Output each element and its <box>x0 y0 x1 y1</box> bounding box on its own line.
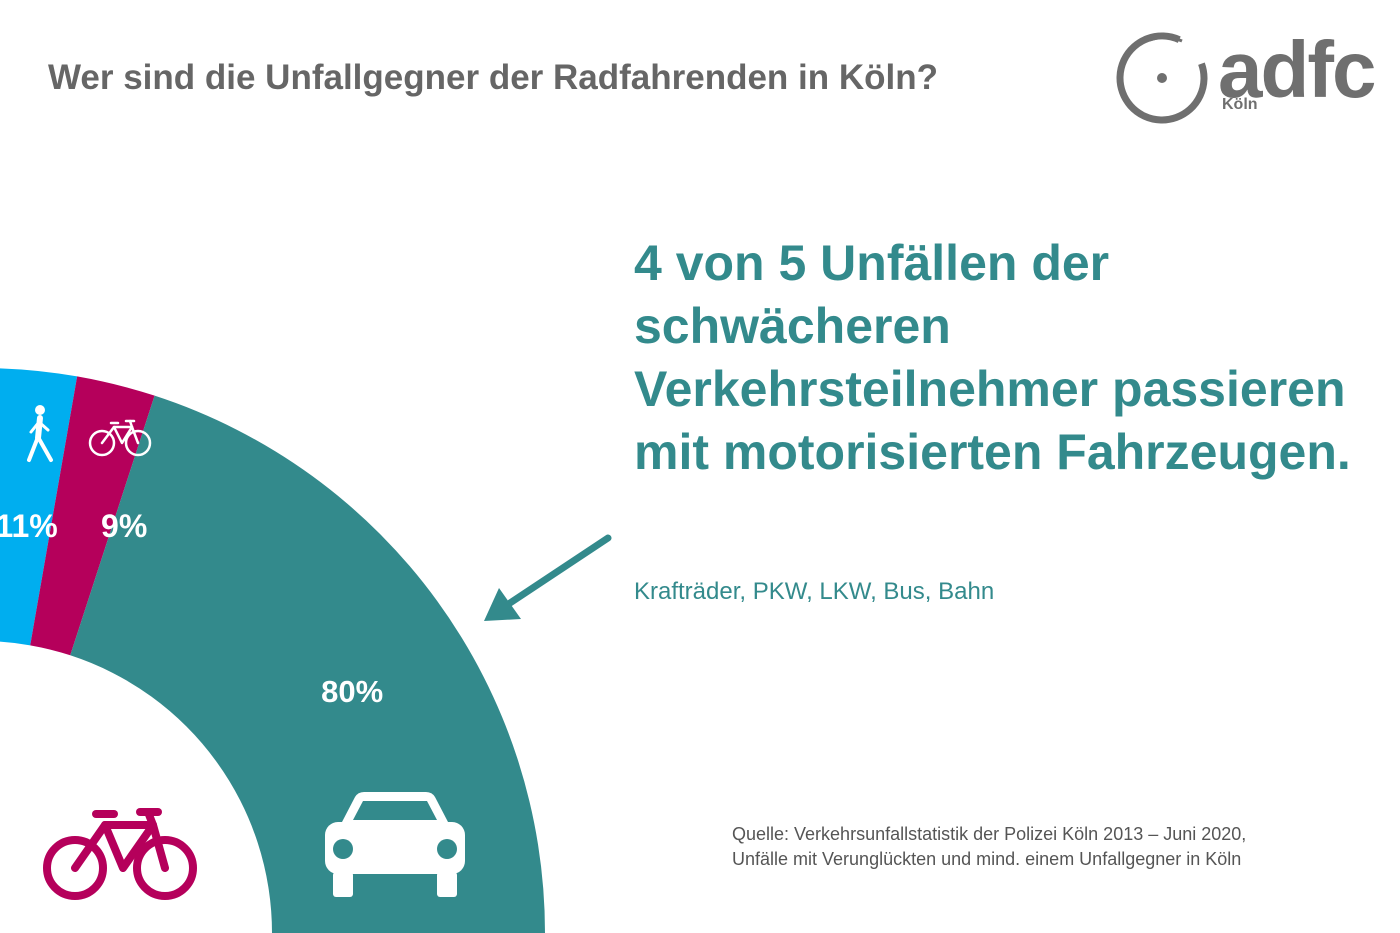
chart-labels: 11% 9% 80% <box>0 508 383 709</box>
slice-pedestrian <box>0 368 78 646</box>
logo-ring-icon <box>1116 32 1208 124</box>
source-note: Quelle: Verkehrsunfallstatistik der Poli… <box>732 822 1372 872</box>
center-bicycle-icon <box>43 808 197 900</box>
slice-label-bicycle: 9% <box>101 508 147 544</box>
car-icon <box>325 792 465 897</box>
source-line-1: Quelle: Verkehrsunfallstatistik der Poli… <box>732 824 1247 844</box>
callout-subline: Krafträder, PKW, LKW, Bus, Bahn <box>634 578 995 605</box>
source-line-2: Unfälle mit Verunglückten und mind. eine… <box>732 849 1242 869</box>
logo-city: Köln <box>1222 96 1258 113</box>
logo-wordmark: adfc <box>1218 25 1376 114</box>
adfc-logo: adfc Köln <box>1112 25 1382 128</box>
pedestrian-icon <box>27 405 53 462</box>
slice-label-pedestrian: 11% <box>0 508 58 544</box>
slice-bicycle <box>30 376 155 656</box>
callout-arrow <box>484 534 612 621</box>
slice-label-car: 80% <box>321 674 383 709</box>
page-title: Wer sind die Unfallgegner der Radfahrend… <box>48 58 939 97</box>
callout-headline: 4 von 5 Unfällen der schwächeren Verkehr… <box>634 235 1351 480</box>
bicycle-icon <box>88 419 152 457</box>
